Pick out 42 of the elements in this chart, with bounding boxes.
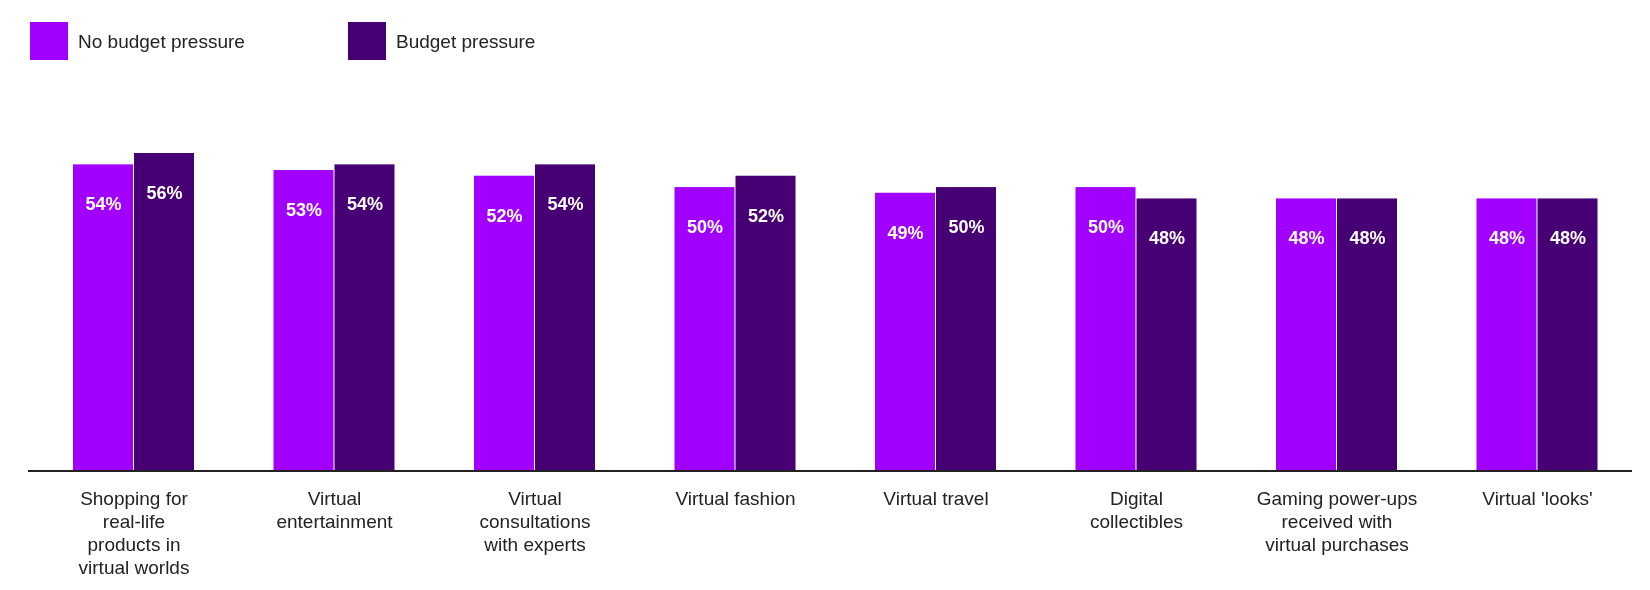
bar [334,164,395,471]
data-label: 48% [1148,228,1186,249]
x-tick-label: Virtual consultations with experts [479,488,591,555]
x-tick-label: Virtual travel [883,488,989,509]
data-label: 50% [1087,217,1125,238]
x-tick-label: Digital collectibles [1090,488,1183,532]
bar [735,175,796,471]
bar [474,175,534,471]
data-label: 50% [948,217,985,238]
data-label: 56% [146,183,183,203]
x-tick-label: Virtual 'looks' [1482,488,1593,509]
x-tick-label: Virtual fashion [675,488,796,509]
bar [1337,198,1397,471]
bar [936,187,996,471]
data-label: 50% [686,217,724,238]
bar [1476,198,1537,471]
bar [875,192,935,471]
bar [1276,198,1336,471]
data-label: 48% [1488,228,1526,249]
bar [1075,187,1136,471]
legend-label: No budget pressure [78,31,245,52]
data-label: 52% [486,205,523,226]
bar [674,187,735,471]
x-tick-label: Shopping for real-life products in virtual worlds [78,488,190,578]
data-label: 54% [346,194,384,215]
bar [535,164,595,471]
x-tick-label: Gaming power-ups received with virtual purchases [1256,488,1418,555]
x-tick-label: Virtual entertainment [276,488,394,532]
data-label: 52% [747,205,785,226]
data-label: 48% [1549,228,1587,249]
data-label: 54% [547,194,584,215]
bar [273,170,334,471]
data-label: 48% [1288,228,1325,249]
legend-label: Budget pressure [396,31,536,52]
data-label: 49% [887,222,924,243]
bar [1136,198,1197,471]
data-label: 54% [85,194,122,215]
bar [1537,198,1598,471]
bar [73,164,133,471]
bar [134,153,194,471]
data-label: 53% [285,200,323,221]
data-label: 48% [1349,228,1386,249]
